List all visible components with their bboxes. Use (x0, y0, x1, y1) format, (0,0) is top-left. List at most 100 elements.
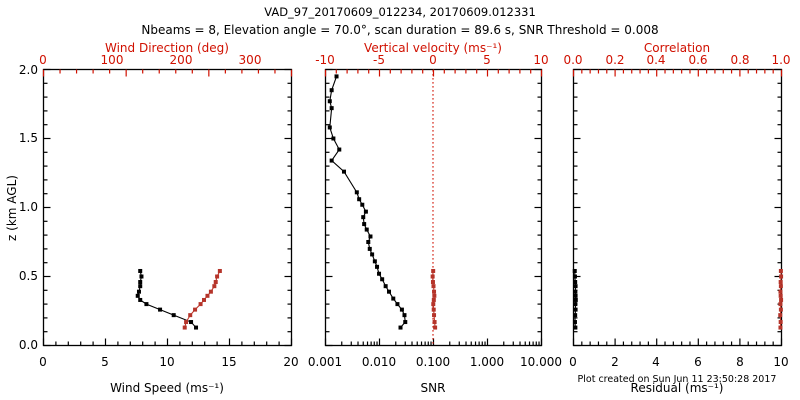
data-point (138, 297, 143, 302)
data-point (572, 274, 577, 279)
panel-snr-top-tick-4: 10 (533, 53, 548, 67)
y-tick-4: 2.0 (19, 63, 38, 77)
data-point (188, 313, 193, 318)
data-point (430, 280, 435, 285)
panel-residual-tick-4: 8 (736, 355, 744, 369)
panel-wind: Wind Direction (deg) Wind Speed (ms⁻¹) 0… (39, 41, 298, 395)
panel-snr-top-ticklabels: -10 -5 0 5 10 (315, 53, 548, 67)
panel-wind-series (135, 268, 222, 330)
panel-residual-frame (572, 68, 783, 347)
data-point (573, 284, 578, 289)
data-point (198, 302, 203, 307)
panel-residual-bottom-ticklabels: 0 2 4 6 8 10 (569, 355, 788, 369)
panel-residual: Correlation Residual (ms⁻¹) 0.0 0.2 0.4 … (563, 41, 790, 395)
panel-snr-bottom-axis-label: SNR (421, 381, 446, 395)
panel-wind-top-tick-2: 200 (170, 53, 193, 67)
panel-residual-top-axis-label: Correlation (644, 41, 710, 55)
data-point (213, 280, 218, 285)
data-point (778, 293, 783, 298)
data-point (208, 289, 213, 294)
data-point (212, 284, 217, 289)
data-point (573, 302, 578, 307)
data-point (341, 169, 346, 174)
data-point (572, 320, 577, 325)
panel-wind-top-axis-label: Wind Direction (deg) (105, 41, 229, 55)
panel-wind-top-ticklabels: 0 100 200 300 (39, 53, 261, 67)
y-tick-1: 0.5 (19, 269, 38, 283)
panel-residual-top-ticklabels: 0.0 0.2 0.4 0.6 0.8 1.0 (563, 53, 790, 67)
data-point (138, 268, 143, 273)
data-point (387, 289, 392, 294)
data-point (391, 296, 396, 301)
series-line (329, 76, 406, 328)
panel-residual-tick-0: 0 (569, 355, 577, 369)
data-point (136, 289, 141, 294)
data-point (431, 268, 436, 273)
y-tick-0: 0.0 (19, 338, 38, 352)
data-point (778, 280, 783, 285)
data-point (202, 297, 207, 302)
data-point (334, 74, 339, 79)
panel-wind-tick-2: 10 (159, 355, 174, 369)
data-point (205, 293, 210, 298)
panel-wind-frame (42, 68, 293, 347)
panel-residual-top-tick-4: 0.8 (730, 53, 749, 67)
panel-snr-tick-1: 0.010 (362, 355, 396, 369)
data-point (402, 313, 407, 318)
data-point (194, 325, 199, 330)
data-point (193, 307, 198, 312)
data-point (370, 252, 375, 257)
panel-wind-tick-4: 20 (283, 355, 298, 369)
data-point (171, 313, 176, 318)
panel-snr-top-tick-2: 0 (429, 53, 437, 67)
panel-wind-bottom-axis-label: Wind Speed (ms⁻¹) (110, 381, 224, 395)
data-point (331, 136, 336, 141)
data-point (431, 297, 436, 302)
data-point (380, 277, 385, 282)
data-point (778, 268, 783, 273)
plot-title: VAD_97_20170609_012234, 20170609.012331 (264, 5, 536, 19)
panel-snr-top-axis-label: Vertical velocity (ms⁻¹) (364, 41, 502, 55)
panel-residual-top-tick-1: 0.2 (605, 53, 624, 67)
data-point (363, 209, 368, 214)
data-point (327, 125, 332, 130)
data-point (189, 320, 194, 325)
data-point (135, 293, 140, 298)
data-point (778, 325, 783, 330)
y-tick-2: 1.0 (19, 200, 38, 214)
data-point (354, 190, 359, 195)
plot-subtitle: Nbeams = 8, Elevation angle = 70.0°, sca… (141, 23, 658, 37)
panel-snr-top-tick-3: 5 (483, 53, 491, 67)
data-point (573, 297, 578, 302)
data-point (367, 246, 372, 251)
data-point (366, 240, 371, 244)
data-point (573, 307, 578, 312)
data-point (327, 99, 332, 104)
panel-snr-tick-2: 0.100 (416, 355, 450, 369)
panel-residual-tick-2: 4 (652, 355, 660, 369)
panel-wind-bottom-ticklabels: 0 5 10 15 20 (39, 355, 298, 369)
data-point (139, 274, 144, 279)
data-point (778, 307, 783, 312)
data-point (431, 302, 436, 307)
data-point (360, 202, 365, 207)
panel-residual-top-tick-2: 0.4 (646, 53, 665, 67)
data-point (779, 274, 784, 279)
data-point (182, 325, 187, 330)
data-point (778, 289, 783, 294)
data-point (184, 320, 189, 325)
data-point (215, 274, 220, 279)
data-point (573, 289, 578, 294)
panel-residual-ticks (572, 68, 783, 347)
data-point (432, 293, 437, 298)
data-point (217, 268, 222, 273)
data-point (432, 313, 437, 318)
data-point (329, 158, 334, 163)
panel-wind-top-tick-3: 300 (239, 53, 262, 67)
data-point (364, 227, 369, 232)
data-point (778, 302, 783, 307)
panel-snr-tick-4: 10.000 (520, 355, 562, 369)
panel-snr: Vertical velocity (ms⁻¹) SNR -10 -5 0 5 … (308, 41, 562, 395)
